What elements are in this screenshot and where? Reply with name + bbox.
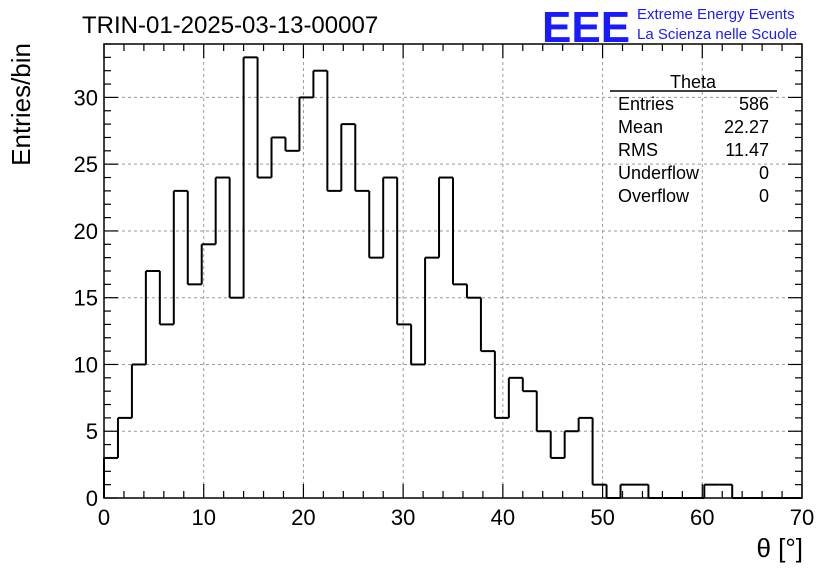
histogram-bin <box>591 417 607 486</box>
histogram-bin <box>103 456 118 498</box>
histogram-bin <box>172 189 188 325</box>
histogram-bin <box>312 69 328 98</box>
histogram-bin <box>535 391 551 433</box>
histogram-bin <box>340 123 356 191</box>
x-tick-label: 70 <box>790 505 814 530</box>
stats-row: RMS 11.47 <box>618 140 769 160</box>
y-tick-label: 25 <box>74 152 98 177</box>
stats-row: Mean 22.27 <box>618 117 769 137</box>
histogram-bin <box>452 177 467 286</box>
histogram-bin <box>284 137 300 152</box>
histogram-bin <box>507 376 523 418</box>
histogram-bin <box>354 124 370 192</box>
chart-title: TRIN-01-2025-03-13-00007 <box>82 12 378 39</box>
y-tick-label: 15 <box>74 286 98 311</box>
histogram-bin <box>326 70 342 192</box>
stats-value: 0 <box>759 186 769 206</box>
histogram-bin <box>256 57 272 179</box>
histogram-bin <box>368 190 384 259</box>
histogram-bin <box>130 363 146 418</box>
histogram-bin <box>242 56 258 298</box>
stats-title: Theta <box>670 72 717 92</box>
stats-value: 0 <box>759 163 769 183</box>
histogram-bin <box>200 243 216 285</box>
histogram-bin <box>549 431 565 459</box>
stats-value: 586 <box>739 94 769 114</box>
histogram-bin <box>186 190 202 286</box>
stats-row: Entries 586 <box>618 94 769 114</box>
histogram-bin <box>116 416 132 458</box>
histogram-bin <box>731 484 747 499</box>
logo-line2: La Scienza nelle Scuole <box>637 26 797 43</box>
histogram-bin <box>577 416 593 432</box>
stats-box: Theta Entries 586 Mean 22.27 RMS 11.47 U… <box>610 72 777 206</box>
y-tick-label: 20 <box>74 219 98 244</box>
histogram-bin <box>410 324 426 366</box>
histogram-bin <box>563 430 579 458</box>
y-tick-label: 10 <box>74 352 98 377</box>
grid <box>104 44 802 498</box>
histogram-bin <box>438 176 453 258</box>
histogram-bin <box>521 377 537 393</box>
x-tick-label: 40 <box>491 505 515 530</box>
histogram-bin <box>703 483 719 498</box>
stats-label: Entries <box>618 94 674 114</box>
histogram <box>103 56 802 499</box>
histogram-bin <box>493 351 509 419</box>
stats-label: Overflow <box>618 186 690 206</box>
x-tick-label: 0 <box>98 505 110 530</box>
stats-label: RMS <box>618 140 658 160</box>
stats-label: Underflow <box>618 163 700 183</box>
y-tick-label: 5 <box>86 419 98 444</box>
x-tick-label: 60 <box>690 505 714 530</box>
axes: 0 10 20 30 40 50 60 70 0 5 10 15 20 25 30 <box>74 43 814 530</box>
x-tick-label: 30 <box>391 505 415 530</box>
logo-line1: Extreme Energy Events <box>637 6 795 23</box>
histogram-bin <box>158 271 174 326</box>
y-axis-title: Entries/bin <box>6 43 36 166</box>
histogram-bin <box>382 176 398 258</box>
x-axis-title: θ [°] <box>756 533 803 563</box>
histogram-bin <box>479 297 495 353</box>
x-tick-label: 50 <box>590 505 614 530</box>
histogram-bin <box>298 96 314 151</box>
x-tick-label: 10 <box>191 505 215 530</box>
histogram-bin <box>619 483 635 498</box>
histogram-bin <box>214 176 230 245</box>
stats-value: 11.47 <box>725 140 769 160</box>
histogram-bin <box>605 484 621 499</box>
histogram-bin <box>144 270 160 365</box>
stats-value: 22.27 <box>724 117 769 137</box>
histogram-bin <box>228 177 244 299</box>
y-tick-label: 30 <box>74 85 98 110</box>
histogram-bin <box>396 177 412 326</box>
histogram-bin <box>270 136 286 178</box>
histogram-bin <box>647 484 663 499</box>
histogram-bin <box>465 284 481 299</box>
x-tick-label: 20 <box>291 505 315 530</box>
stats-row: Overflow 0 <box>618 186 769 206</box>
y-tick-label: 0 <box>86 486 98 511</box>
stats-label: Mean <box>618 117 663 137</box>
eee-logo: EEE Extreme Energy Events La Scienza nel… <box>542 3 797 52</box>
histogram-bin <box>424 256 440 365</box>
stats-row: Underflow 0 <box>618 163 769 183</box>
